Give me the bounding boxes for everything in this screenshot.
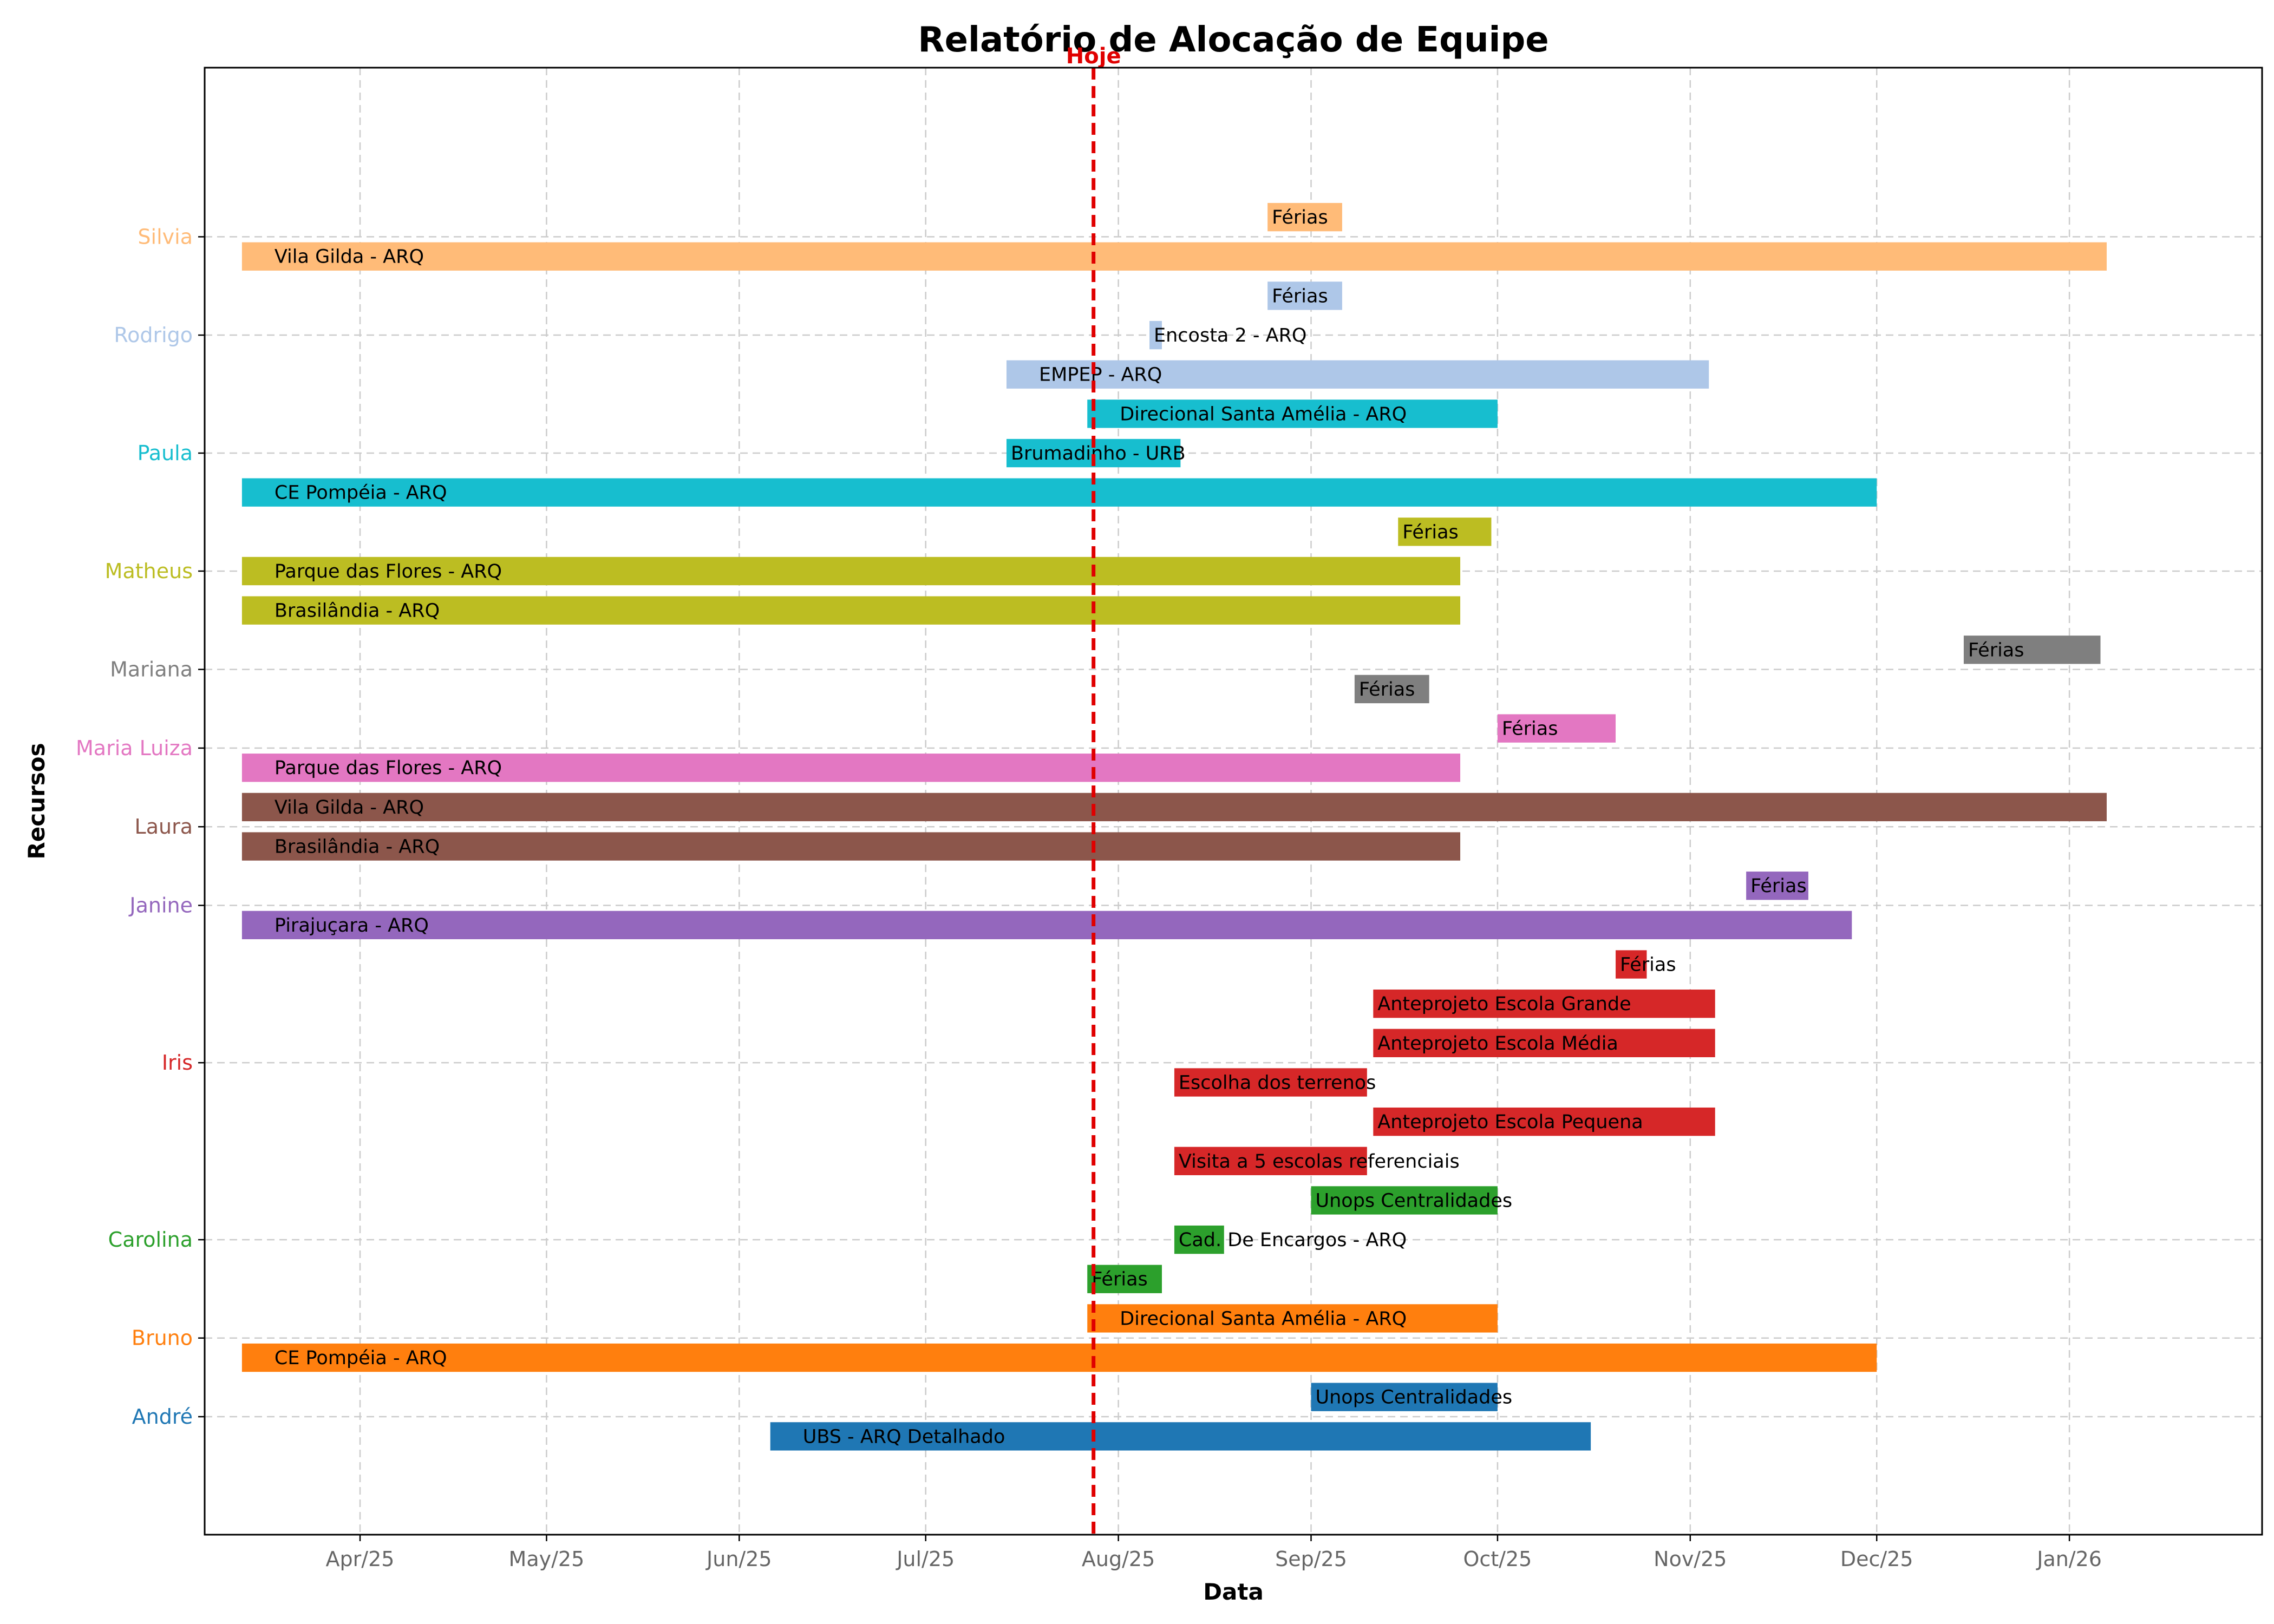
x-tick-label: Jun/25 (705, 1547, 772, 1571)
task-label: Férias (1272, 207, 1328, 228)
task-label: Direcional Santa Amélia - ARQ (1120, 403, 1407, 425)
task-bar (1087, 1265, 1162, 1293)
task-bar (241, 793, 2107, 822)
task-bar (1963, 636, 2101, 664)
task-label: CE Pompéia - ARQ (275, 1347, 447, 1369)
task-bar (1373, 990, 1715, 1018)
task-bar (241, 596, 1461, 625)
task-label: Parque das Flores - ARQ (275, 757, 502, 779)
task-bar (1174, 1068, 1367, 1097)
task-label: Férias (1620, 954, 1676, 976)
y-tick-label: Mariana (110, 658, 193, 682)
plot-frame (204, 67, 2263, 1536)
task-label: Vila Gilda - ARQ (275, 246, 424, 268)
task-bar (1311, 1186, 1498, 1215)
task-bar (1373, 1107, 1715, 1136)
task-label: Brasilândia - ARQ (275, 600, 440, 622)
task-label: Cad. De Encargos - ARQ (1179, 1229, 1407, 1251)
y-tick-label: Carolina (108, 1228, 193, 1252)
y-tick-label: André (132, 1405, 193, 1429)
y-tick-label: Paula (138, 441, 193, 465)
task-bar (1006, 360, 1709, 389)
task-label: Anteprojeto Escola Pequena (1377, 1111, 1643, 1133)
task-bar (1174, 1147, 1367, 1175)
task-label: Encosta 2 - ARQ (1154, 325, 1306, 346)
task-bar (241, 556, 1461, 586)
y-tick-label: Silvia (138, 225, 193, 248)
chart-title: Relatório de Alocação de Equipe (918, 20, 1548, 60)
task-bar (1497, 714, 1616, 743)
y-tick-label: Janine (128, 894, 193, 918)
x-tick-label: Jan/26 (2036, 1547, 2102, 1571)
x-tick-label: Oct/25 (1463, 1547, 1532, 1571)
task-label: CE Pompéia - ARQ (275, 482, 447, 504)
x-axis-ticks: Apr/25 May/25 Jun/25 Jul/25 Aug/25 Sep/25 Oct/… (326, 1535, 2102, 1571)
task-label: Férias (1750, 875, 1807, 897)
task-bar (770, 1422, 1591, 1451)
y-tick-label: Matheus (105, 559, 193, 583)
task-bar (241, 754, 1461, 782)
y-tick-label: Laura (135, 815, 193, 839)
task-label: Vila Gilda - ARQ (275, 797, 424, 818)
task-bar (241, 478, 1877, 507)
task-bar (241, 832, 1461, 861)
y-tick-label: Bruno (132, 1326, 193, 1350)
task-bar (1087, 400, 1498, 428)
task-label: Pirajuçara - ARQ (275, 915, 429, 937)
task-label: Anteprojeto Escola Média (1377, 1033, 1618, 1055)
task-bar (1174, 1225, 1224, 1254)
task-bar (1354, 675, 1429, 704)
task-label: UBS - ARQ Detalhado (803, 1426, 1005, 1448)
task-label: Unops Centralidades (1316, 1190, 1513, 1212)
task-bar (1398, 518, 1492, 546)
x-tick-label: May/25 (509, 1547, 585, 1571)
task-bar (1149, 320, 1162, 350)
task-label: Parque das Flores - ARQ (275, 561, 502, 582)
x-tick-label: Aug/25 (1082, 1547, 1155, 1571)
bar-labels: UBS - ARQ Detalhado Unops Centralidades CE… (275, 207, 2024, 1448)
y-axis-label: Recursos (23, 743, 50, 859)
task-bar (1746, 872, 1808, 900)
task-bar (1616, 950, 1647, 979)
task-bar (241, 911, 1852, 940)
task-bar (1311, 1383, 1498, 1411)
task-label: Unops Centralidades (1316, 1387, 1513, 1409)
task-label: Visita a 5 escolas referenciais (1179, 1151, 1460, 1173)
task-label: Anteprojeto Escola Grande (1377, 993, 1631, 1015)
task-label: Férias (1359, 679, 1415, 700)
task-bar (1267, 281, 1342, 310)
task-bar (1373, 1029, 1715, 1057)
task-label: Brasilândia - ARQ (275, 836, 440, 858)
task-bar (241, 1343, 1877, 1372)
task-label: Brumadinho - URB (1011, 443, 1186, 464)
task-bar (1267, 202, 1342, 232)
y-axis-ticks: André Bruno Carolina Iris Janine Laura Maria L… (76, 225, 205, 1429)
x-tick-label: Nov/25 (1654, 1547, 1727, 1571)
x-tick-label: Apr/25 (326, 1547, 395, 1571)
task-bar (1087, 1304, 1498, 1333)
x-tick-label: Jul/25 (896, 1547, 955, 1571)
x-tick-label: Dec/25 (1840, 1547, 1913, 1571)
y-tick-label: Rodrigo (114, 323, 193, 347)
bars (241, 202, 2107, 1451)
task-bar (241, 242, 2107, 271)
y-tick-label: Iris (162, 1051, 193, 1075)
task-label: Férias (1402, 521, 1459, 543)
task-label: Férias (1272, 285, 1328, 307)
task-label: Férias (1968, 639, 2024, 661)
y-tick-label: Maria Luiza (76, 736, 193, 760)
task-label: EMPEP - ARQ (1039, 364, 1162, 386)
task-label: Férias (1092, 1269, 1148, 1291)
task-label: Direcional Santa Amélia - ARQ (1120, 1308, 1407, 1330)
x-tick-label: Sep/25 (1275, 1547, 1347, 1571)
task-label: Férias (1502, 718, 1558, 740)
today-label: Hoje (1066, 44, 1121, 69)
x-axis-label: Data (1203, 1579, 1264, 1605)
task-label: Escolha dos terrenos (1179, 1072, 1376, 1093)
today-marker: Hoje (1066, 44, 1121, 1535)
